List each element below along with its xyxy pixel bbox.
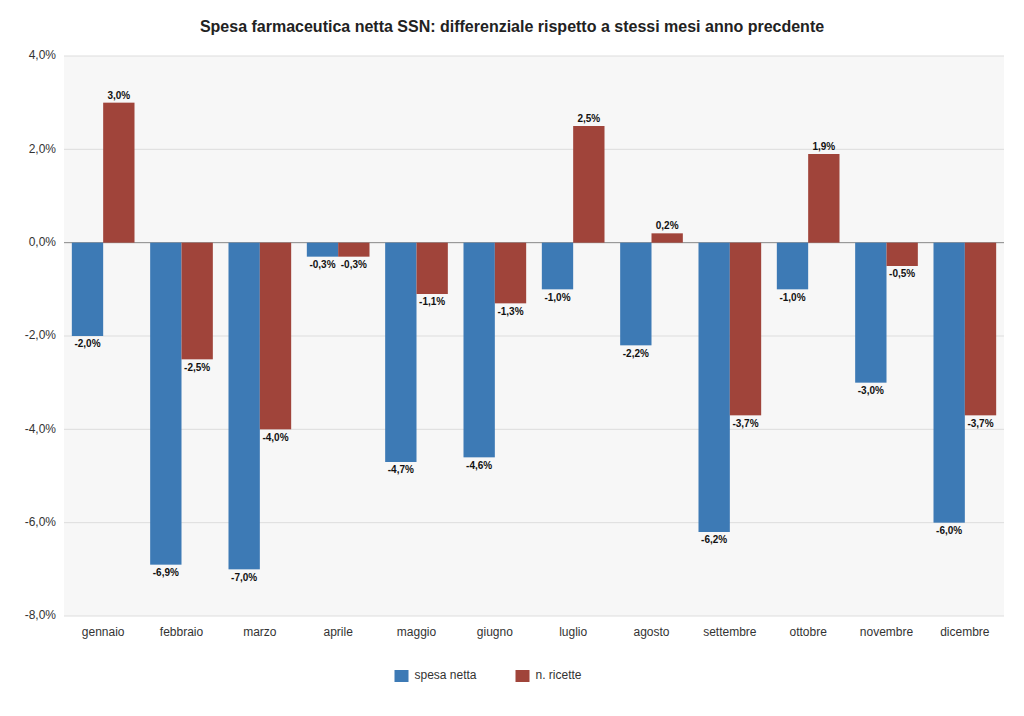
bar	[338, 243, 369, 257]
chart-container: -8,0% -6,0% -4,0% -2,0% 0,0% 2,0% 4,0% -2,0% -6,…	[0, 0, 1024, 716]
data-label: -4,7%	[388, 464, 414, 475]
data-label: -6,0%	[936, 525, 962, 536]
data-label: -2,5%	[184, 362, 210, 373]
x-tick-label: novembre	[860, 625, 914, 639]
bar	[855, 243, 886, 383]
bar	[652, 233, 683, 242]
bar	[417, 243, 448, 294]
y-axis: -8,0% -6,0% -4,0% -2,0% 0,0% 2,0% 4,0%	[25, 48, 57, 622]
title: Spesa farmaceutica netta SSN: differenzi…	[200, 18, 824, 35]
data-label: -3,7%	[732, 418, 758, 429]
y-tick-label: 2,0%	[29, 142, 57, 156]
grid-line	[64, 522, 1004, 523]
x-tick-label: febbraio	[160, 625, 204, 639]
grid-line	[64, 56, 1004, 57]
data-label: -6,9%	[153, 567, 179, 578]
bar	[182, 243, 213, 360]
y-tick-label: 4,0%	[29, 48, 57, 62]
y-tick-label: -4,0%	[25, 422, 57, 436]
bar	[934, 243, 965, 523]
bar	[620, 243, 651, 346]
grid-line	[64, 616, 1004, 617]
x-tick-label: gennaio	[82, 625, 125, 639]
chart-svg: -8,0% -6,0% -4,0% -2,0% 0,0% 2,0% 4,0% -2,0% -6,…	[0, 0, 1024, 716]
grid-line	[64, 149, 1004, 150]
data-label: -6,2%	[701, 534, 727, 545]
x-axis: gennaio febbraio marzo aprile maggio giugno lu…	[82, 625, 990, 639]
bar	[307, 243, 338, 257]
bar	[573, 126, 604, 243]
bar	[150, 243, 181, 565]
legend-label: n. ricette	[536, 668, 582, 682]
y-tick-label: -6,0%	[25, 515, 57, 529]
data-label: -7,0%	[231, 572, 257, 583]
y-tick-label: -2,0%	[25, 328, 57, 342]
data-label: -0,3%	[309, 259, 335, 270]
data-label: -2,0%	[74, 338, 100, 349]
bars	[72, 103, 996, 570]
legend-swatch	[395, 670, 409, 682]
data-label: 1,9%	[812, 141, 835, 152]
data-labels: -2,0% -6,9% -7,0% -0,3% -4,7% -4,6% -1,0% -2,2%…	[74, 90, 993, 583]
legend: spesa netta n. ricette	[395, 668, 582, 682]
grid-line	[64, 429, 1004, 430]
bar	[777, 243, 808, 290]
data-label: 2,5%	[577, 113, 600, 124]
bar	[542, 243, 573, 290]
bar	[887, 243, 918, 266]
bar	[965, 243, 996, 416]
bar	[229, 243, 260, 570]
bar	[808, 154, 839, 243]
page: -8,0% -6,0% -4,0% -2,0% 0,0% 2,0% 4,0% -2,0% -6,…	[0, 0, 1024, 716]
data-label: -0,3%	[341, 259, 367, 270]
data-label: -1,3%	[497, 306, 523, 317]
x-tick-label: settembre	[703, 625, 757, 639]
bar	[464, 243, 495, 458]
bar	[103, 103, 134, 243]
x-tick-label: aprile	[323, 625, 353, 639]
y-tick-label: -8,0%	[25, 608, 57, 622]
data-label: -0,5%	[889, 268, 915, 279]
legend-label: spesa netta	[415, 668, 477, 682]
x-tick-label: dicembre	[940, 625, 990, 639]
x-tick-label: agosto	[633, 625, 669, 639]
x-tick-label: ottobre	[789, 625, 827, 639]
bar	[72, 243, 103, 336]
data-label: -3,0%	[858, 385, 884, 396]
data-label: 0,2%	[656, 220, 679, 231]
data-label: -3,7%	[967, 418, 993, 429]
x-tick-label: giugno	[477, 625, 513, 639]
data-label: -2,2%	[623, 348, 649, 359]
plot-background	[64, 56, 1004, 616]
bar	[495, 243, 526, 304]
data-label: -1,0%	[544, 292, 570, 303]
data-label: 3,0%	[107, 90, 130, 101]
data-label: -1,0%	[779, 292, 805, 303]
x-tick-label: luglio	[559, 625, 587, 639]
grid	[64, 56, 1004, 616]
data-label: -1,1%	[419, 296, 445, 307]
bar	[699, 243, 730, 532]
legend-swatch	[516, 670, 530, 682]
x-tick-label: maggio	[397, 625, 437, 639]
data-label: -4,0%	[262, 432, 288, 443]
y-tick-label: 0,0%	[29, 235, 57, 249]
bar	[730, 243, 761, 416]
bar	[385, 243, 416, 462]
data-label: -4,6%	[466, 460, 492, 471]
bar	[260, 243, 291, 430]
x-tick-label: marzo	[243, 625, 277, 639]
